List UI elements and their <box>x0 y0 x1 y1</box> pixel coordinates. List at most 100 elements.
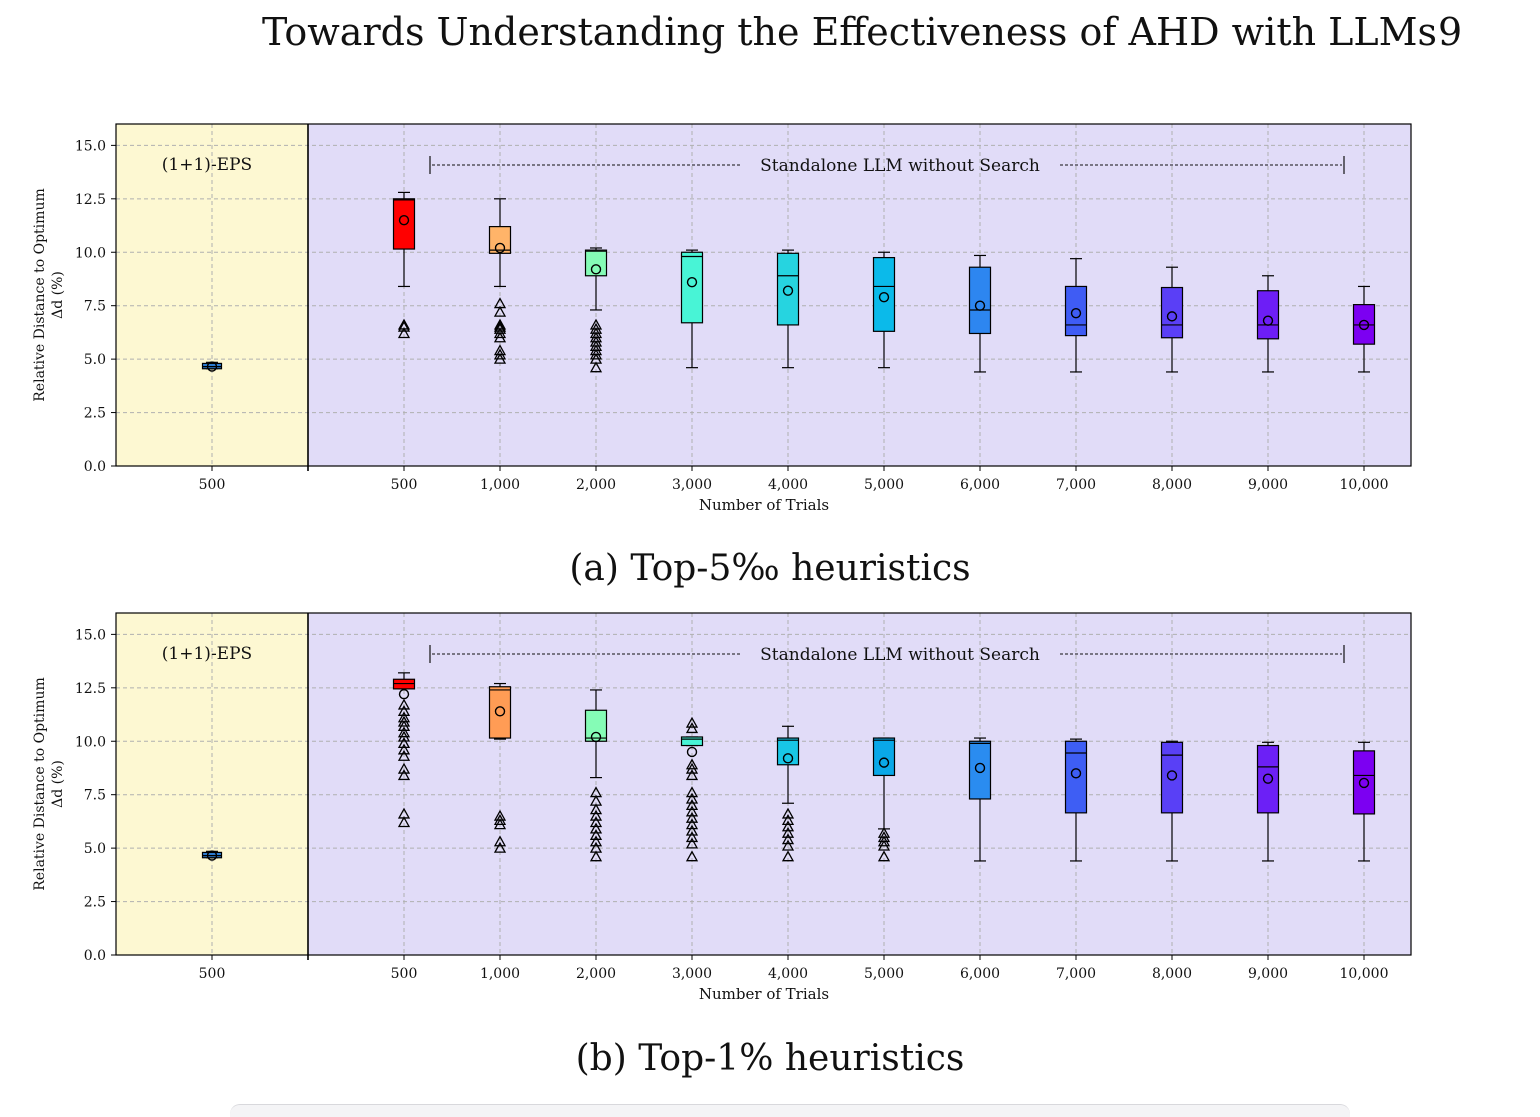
x-tick-label: 5,000 <box>864 477 904 493</box>
outlier-marker <box>397 698 411 710</box>
outlier-marker <box>493 297 507 309</box>
outlier-marker <box>685 811 699 823</box>
region-label-llm: Standalone LLM without Search <box>760 645 1040 665</box>
mean-marker <box>782 753 794 764</box>
figure-b: 0.0 2.5 5.0 7.5 10.0 12.5 15.0 Relative Distanc… <box>0 601 1540 1011</box>
outlier-marker <box>397 762 411 774</box>
x-tick-label: 1,000 <box>480 966 520 982</box>
outlier-marker <box>493 344 507 356</box>
outlier-marker <box>397 769 411 781</box>
mean-marker <box>878 291 890 303</box>
outlier-marker <box>781 833 795 845</box>
outlier-marker <box>397 816 411 828</box>
outlier-marker <box>685 805 699 817</box>
y-tick-label: 2.5 <box>84 406 106 422</box>
y-tick-label: 5.0 <box>84 352 106 368</box>
x-tick-label: 6,000 <box>960 966 1000 982</box>
outlier-marker <box>589 786 603 798</box>
mean-marker <box>1166 311 1178 322</box>
mean-marker <box>1358 319 1370 331</box>
y-axis-label-2: Δd (%) <box>50 760 66 808</box>
outlier-marker <box>589 803 603 815</box>
region-label-llm: Standalone LLM without Search <box>760 156 1040 176</box>
x-tick-label: 2,000 <box>576 477 616 493</box>
box <box>776 737 800 766</box>
outlier-marker <box>685 786 699 798</box>
x-tick-label: 500 <box>199 966 226 982</box>
plot-frame <box>115 612 1412 956</box>
box <box>968 266 992 335</box>
outlier-marker <box>781 813 795 825</box>
box <box>584 709 608 742</box>
y-tick-label: 2.5 <box>84 895 106 911</box>
y-tick-label: 5.0 <box>84 841 106 857</box>
mean-marker <box>206 361 218 372</box>
outlier-marker <box>589 835 603 847</box>
mean-marker <box>974 300 986 311</box>
box <box>1352 750 1376 815</box>
outlier-marker <box>397 704 411 716</box>
mean-marker <box>590 264 602 275</box>
x-tick-label: 10,000 <box>1340 966 1389 982</box>
outlier-marker <box>493 305 507 317</box>
outlier-marker <box>685 758 699 770</box>
mean-marker <box>398 214 410 226</box>
plot-frame <box>115 123 1412 467</box>
outlier-marker <box>397 743 411 755</box>
mean-marker <box>1070 768 1082 779</box>
outlier-marker <box>589 816 603 828</box>
mean-marker <box>1262 315 1274 326</box>
x-tick-label: 2,000 <box>576 966 616 982</box>
outlier-marker <box>685 722 699 734</box>
y-tick-label: 0.0 <box>84 948 106 964</box>
outlier-marker <box>685 837 699 849</box>
outlier-marker <box>493 809 507 821</box>
outlier-marker <box>685 716 699 728</box>
box <box>680 251 704 324</box>
outlier-marker <box>493 841 507 853</box>
outlier-marker <box>589 822 603 834</box>
box <box>776 252 800 326</box>
x-tick-label: 9,000 <box>1248 966 1288 982</box>
y-tick-label: 15.0 <box>75 627 106 643</box>
outlier-marker <box>781 820 795 832</box>
x-tick-label: 8,000 <box>1152 477 1192 493</box>
outlier-marker <box>877 850 891 862</box>
outlier-marker <box>397 320 411 332</box>
x-tick-label: 9,000 <box>1248 477 1288 493</box>
mean-marker <box>686 746 698 758</box>
outlier-marker <box>397 327 411 339</box>
box <box>872 256 896 332</box>
mean-marker <box>1166 770 1178 781</box>
y-tick-label: 12.5 <box>75 192 106 208</box>
x-tick-label: 500 <box>391 966 418 982</box>
mean-marker <box>1070 307 1082 319</box>
x-axis-label: Number of Trials <box>699 985 829 1003</box>
box <box>1064 740 1088 814</box>
x-tick-label: 6,000 <box>960 477 1000 493</box>
x-tick-label: 3,000 <box>672 966 712 982</box>
x-tick-label: 4,000 <box>768 477 808 493</box>
y-tick-label: 10.0 <box>75 245 106 261</box>
running-title: Towards Understanding the Effectiveness … <box>262 10 1438 54</box>
mean-marker <box>494 242 506 254</box>
box <box>872 737 896 777</box>
outlier-marker <box>493 318 507 330</box>
mean-marker <box>206 850 218 861</box>
boxplot-chart-a: 0.0 2.5 5.0 7.5 10.0 12.5 15.0 Relative Distanc… <box>32 123 1412 514</box>
outlier-marker <box>685 769 699 781</box>
y-axis-label: Relative Distance to Optimum <box>32 677 48 890</box>
box <box>680 736 704 747</box>
region-label-eps: (1+1)-EPS <box>162 155 252 175</box>
box <box>1160 741 1184 814</box>
y-tick-label: 7.5 <box>84 299 106 315</box>
mean-marker <box>1262 773 1274 784</box>
outlier-marker <box>589 850 603 862</box>
figure-a: 0.0 2.5 5.0 7.5 10.0 12.5 15.0 Relative Distanc… <box>0 112 1540 522</box>
outlier-marker <box>397 807 411 819</box>
box <box>488 225 512 254</box>
region-llm-bg <box>308 613 1411 955</box>
box <box>1064 285 1088 337</box>
outlier-marker <box>589 318 603 330</box>
boxplot-chart-b: 0.0 2.5 5.0 7.5 10.0 12.5 15.0 Relative Distanc… <box>32 612 1412 1003</box>
